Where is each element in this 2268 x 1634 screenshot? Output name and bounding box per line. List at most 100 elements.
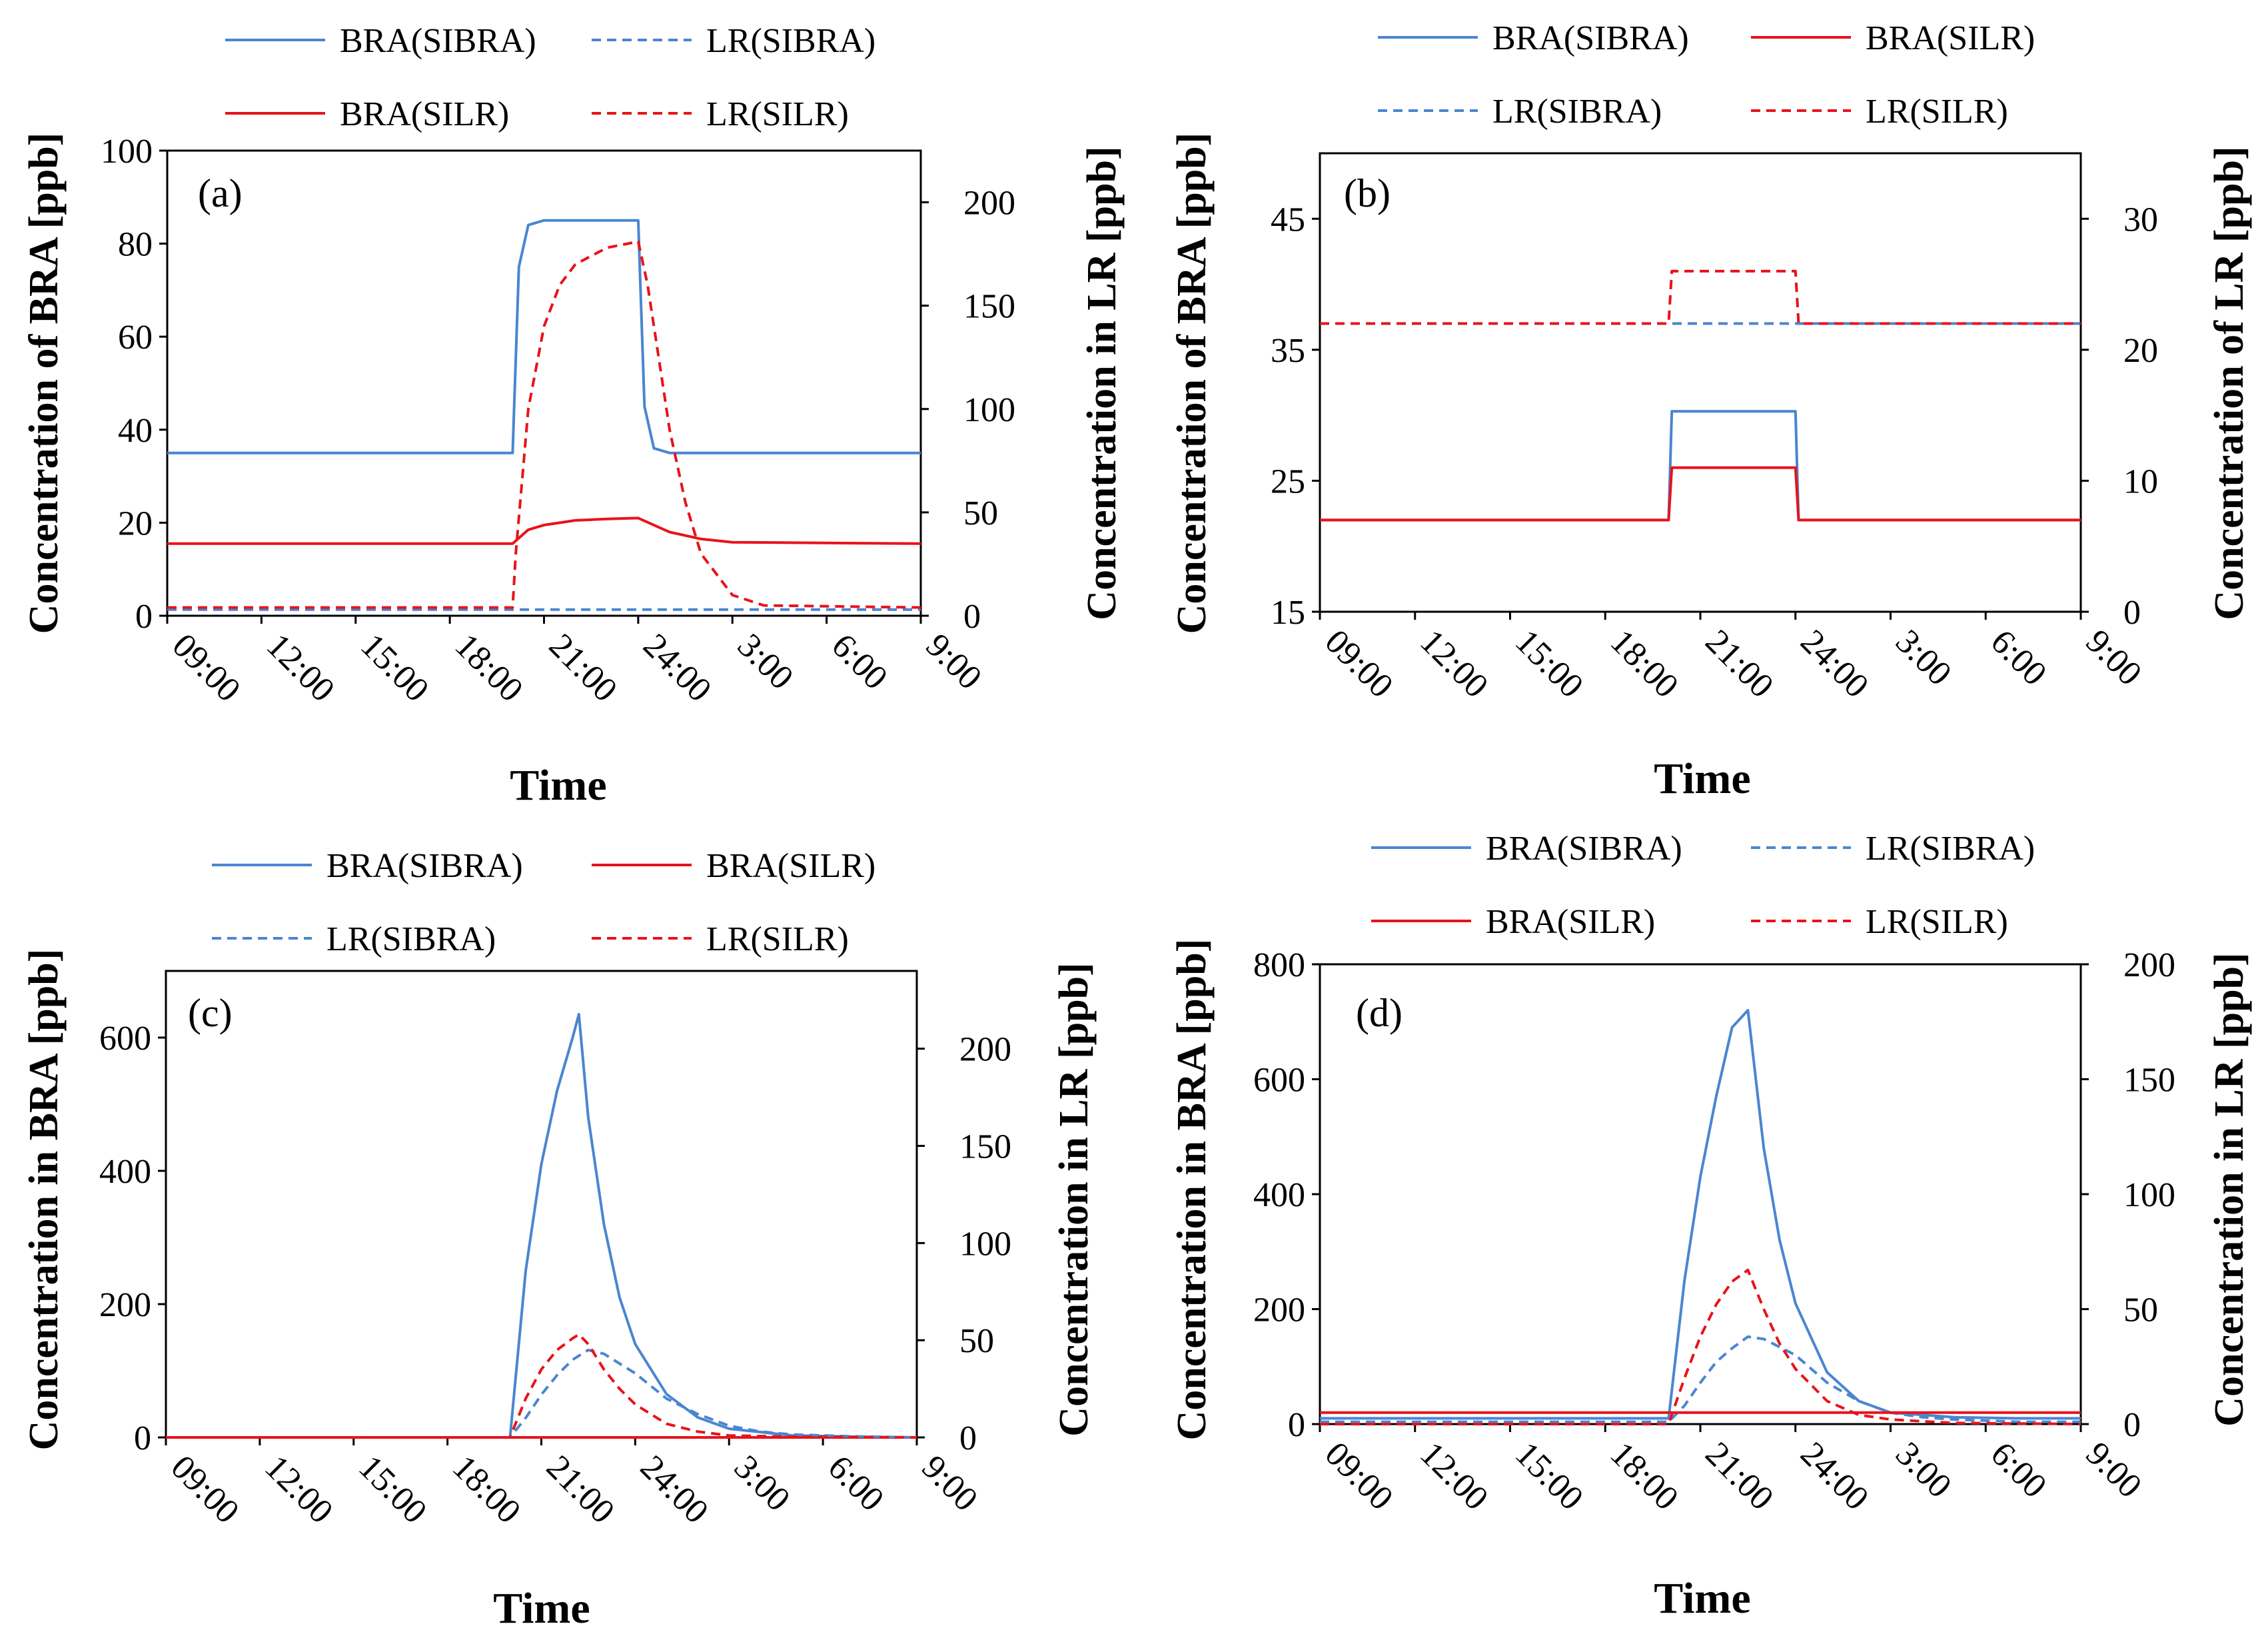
right-tick-label: 200 [959,1031,1011,1069]
y-axis-right-title: Concentration in LR [ppb] [2207,952,2252,1426]
x-tick-label: 18:00 [445,1448,528,1531]
x-axis-title: Time [1654,754,1750,803]
right-tick-label: 150 [959,1128,1011,1166]
x-tick-label: 9:00 [2079,622,2149,693]
right-tick-label: 0 [963,598,981,636]
series-line-bra-silr [1320,466,2081,522]
x-tick-label: 9:00 [915,1448,985,1519]
y-axis-left-title: Concentration in BRA [ppb] [1169,939,1215,1441]
x-tick-label: 15:00 [1508,1435,1590,1517]
right-tick-label: 10 [2123,462,2158,500]
series-line-lr-sibra [166,1348,917,1439]
y-axis-left-title: Concentration of BRA [ppb] [1169,133,1215,634]
legend-label-lr-silr: LR(SILR) [1866,93,2008,131]
series-line-bra-sibra [167,219,921,454]
legend-label-lr-silr: LR(SILR) [706,920,849,958]
y-axis-right-title: Concentration in LR [ppb] [1079,146,1125,620]
y-axis-left-title: Concentration of BRA [ppb] [21,133,67,634]
legend-label-bra-sibra: BRA(SIBRA) [1492,19,1689,57]
x-tick-label: 9:00 [2079,1435,2149,1505]
panel-b-plot-frame [1319,152,2082,613]
x-tick-label: 6:00 [821,1448,891,1519]
x-tick-label: 24:00 [1793,1435,1876,1517]
right-tick-label: 30 [2123,201,2158,239]
right-tick-label: 150 [963,288,1015,326]
series-line-lr-silr [1320,1268,2081,1425]
x-tick-label: 6:00 [824,626,895,697]
x-tick-label: 12:00 [1413,1435,1495,1517]
x-tick-label: 09:00 [164,1448,247,1531]
x-tick-label: 24:00 [636,626,718,709]
left-tick-label: 35 [1271,332,1305,370]
left-tick-label: 20 [118,504,153,542]
x-tick-label: 9:00 [919,626,989,697]
x-tick-label: 6:00 [1984,622,2054,693]
legend-label-lr-sibra: LR(SIBRA) [326,920,496,958]
left-tick-label: 25 [1271,462,1305,500]
x-tick-label: 21:00 [1698,1435,1781,1517]
y-axis-right-title: Concentration in LR [ppb] [1051,962,1097,1436]
left-tick-label: 200 [99,1286,151,1324]
legend-label-bra-silr: BRA(SILR) [1486,903,1655,941]
panel-a: 0 20 40 60 80 100 0 50 100 150 200 09:00 12:00 15:00 1… [21,22,1125,810]
left-tick-label: 100 [101,133,153,171]
right-tick-label: 100 [2123,1176,2175,1214]
x-tick-label: 18:00 [1603,1435,1686,1517]
x-axis-title: Time [493,1584,590,1633]
x-tick-label: 15:00 [1508,622,1590,705]
legend-label-bra-sibra: BRA(SIBRA) [1486,830,1682,868]
legend-label-bra-sibra: BRA(SIBRA) [340,22,536,60]
panel-b: 15 25 35 45 0 10 20 30 09:00 12:00 15:00 18:00 21:00… [1169,19,2252,803]
series-line-lr-silr [166,1333,917,1439]
left-tick-label: 400 [99,1153,151,1191]
left-tick-label: 80 [118,226,153,264]
panel-c: 0 200 400 600 0 50 100 150 200 09:00 12:00 15:00 18:… [21,847,1097,1633]
x-tick-label: 6:00 [1984,1435,2054,1505]
right-tick-label: 50 [959,1322,994,1360]
panel-label: (d) [1356,991,1403,1035]
left-tick-label: 40 [118,412,153,450]
x-tick-label: 3:00 [727,1448,798,1519]
x-tick-label: 18:00 [1603,622,1686,705]
right-tick-label: 50 [2123,1291,2158,1329]
left-tick-label: 600 [1253,1062,1305,1100]
left-tick-label: 800 [1253,946,1305,984]
y-axis-left-title: Concentration in BRA [ppb] [21,949,67,1451]
x-tick-label: 12:00 [257,1448,340,1531]
right-tick-label: 0 [2123,1406,2141,1444]
x-tick-label: 24:00 [1793,622,1876,705]
panel-label: (c) [188,991,233,1035]
legend-label-lr-sibra: LR(SIBRA) [1492,93,1662,131]
series-line-bra-sibra [166,1013,917,1439]
x-tick-label: 21:00 [539,1448,622,1531]
panel-d: 0 200 400 600 800 0 50 100 150 200 09:00 12:00 15:00… [1169,830,2252,1623]
left-tick-label: 400 [1253,1176,1305,1214]
y-axis-right-title: Concentration of LR [ppb] [2207,146,2252,620]
panel-label: (b) [1344,171,1391,215]
right-tick-label: 100 [963,391,1015,429]
x-tick-label: 12:00 [259,626,342,709]
left-tick-label: 45 [1271,201,1305,239]
x-tick-label: 09:00 [1318,622,1401,705]
x-axis-title: Time [510,761,606,810]
right-tick-label: 0 [959,1419,977,1457]
series-line-lr-sibra [1320,1335,2081,1423]
right-tick-label: 0 [2123,594,2141,632]
left-tick-label: 0 [1288,1406,1305,1444]
x-tick-label: 09:00 [1318,1435,1401,1517]
series-line-lr-silr [167,240,921,609]
right-tick-label: 200 [963,185,1015,223]
panel-label: (a) [198,171,243,215]
x-tick-label: 18:00 [448,626,530,709]
legend-label-lr-silr: LR(SILR) [706,95,849,133]
series-line-bra-sibra [1320,1009,2081,1420]
right-tick-label: 200 [2123,946,2175,984]
x-tick-label: 21:00 [542,626,624,709]
x-tick-label: 24:00 [633,1448,716,1531]
x-tick-label: 15:00 [351,1448,434,1531]
legend-label-lr-sibra: LR(SIBRA) [1866,830,2035,868]
left-tick-label: 60 [118,319,153,357]
left-tick-label: 600 [99,1020,151,1058]
right-tick-label: 150 [2123,1062,2175,1100]
